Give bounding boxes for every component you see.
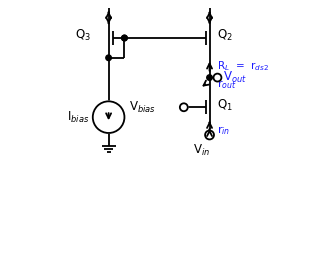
Circle shape — [93, 101, 124, 133]
Circle shape — [180, 103, 188, 111]
Text: r$_{in}$: r$_{in}$ — [217, 125, 231, 138]
Text: Q$_2$: Q$_2$ — [217, 28, 233, 43]
Circle shape — [207, 75, 212, 80]
Text: r$_{out}$: r$_{out}$ — [217, 78, 237, 91]
Text: Q$_3$: Q$_3$ — [75, 28, 91, 43]
Text: R$_L$  =  r$_{ds2}$: R$_L$ = r$_{ds2}$ — [217, 59, 270, 73]
Circle shape — [122, 35, 127, 41]
Text: V$_{out}$: V$_{out}$ — [223, 70, 247, 85]
Circle shape — [205, 131, 214, 139]
Circle shape — [213, 74, 221, 82]
Text: I$_{bias}$: I$_{bias}$ — [67, 110, 89, 125]
Text: V$_{in}$: V$_{in}$ — [193, 143, 210, 158]
Text: V$_{bias}$: V$_{bias}$ — [129, 100, 156, 115]
Circle shape — [106, 55, 111, 61]
Circle shape — [122, 35, 127, 41]
Text: Q$_1$: Q$_1$ — [217, 98, 233, 113]
